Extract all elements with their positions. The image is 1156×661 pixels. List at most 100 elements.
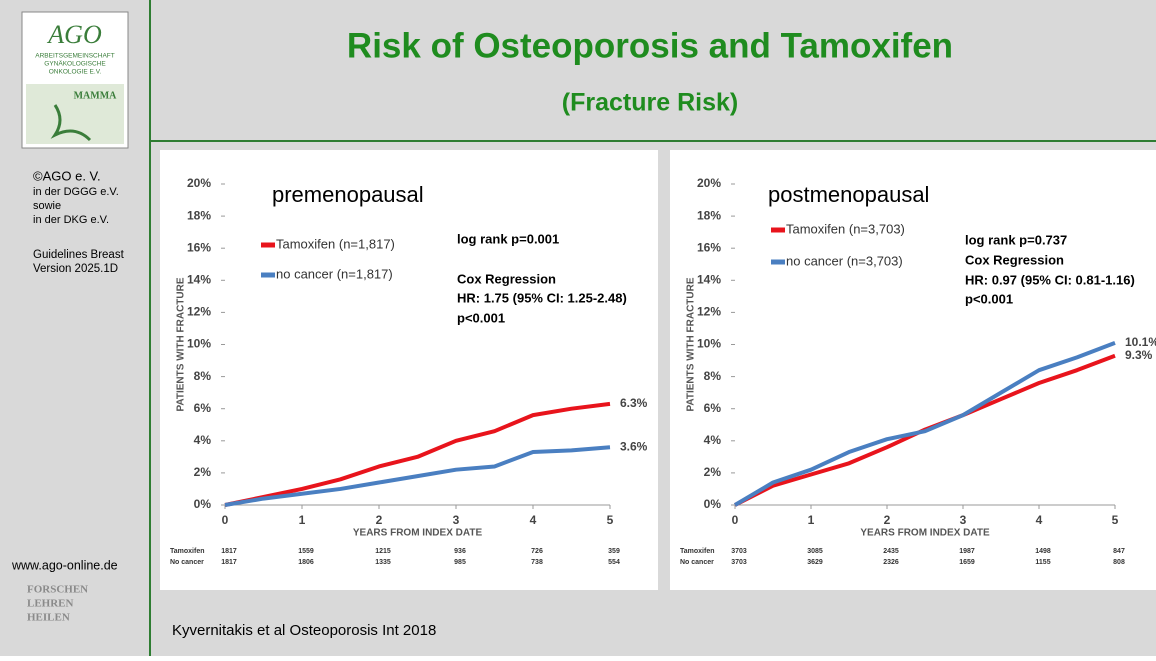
x-tick-label: 4 [530,513,537,527]
risk-count: 2435 [883,548,899,555]
x-tick-label: 2 [376,513,383,527]
legend-label: no cancer (n=1,817) [276,266,393,281]
logo: AGO ARBEITSGEMEINSCHAFT GYNÄKOLOGISCHE O… [21,11,129,149]
y-axis-label: PATIENTS WITH FRACTURE [176,277,187,411]
risk-count: 808 [1113,559,1125,566]
risk-count: 985 [454,559,466,566]
risk-row-label: Tamoxifen [680,548,715,555]
slide-title: Risk of Osteoporosis and Tamoxifen [347,26,953,65]
risk-count: 3629 [807,559,823,566]
risk-count: 1559 [298,548,314,555]
risk-count: 936 [454,548,466,555]
annotation: p<0.001 [965,291,1013,306]
risk-count: 3085 [807,548,823,555]
sidebar-url: www.ago-online.de [11,558,118,572]
x-tick-label: 2 [884,513,891,527]
chart-title: premenopausal [272,182,424,207]
annotation: HR: 0.97 (95% CI: 0.81-1.16) [965,272,1135,287]
risk-count: 2326 [883,559,899,566]
risk-count: 554 [608,559,620,566]
chart-panel [160,150,658,590]
x-tick-label: 0 [732,513,739,527]
y-tick-label: 20% [187,176,211,190]
logo-badge-bg [26,84,124,144]
annotation: Cox Regression [965,252,1064,267]
y-tick-label: 18% [697,208,721,222]
logo-name: AGO [46,20,102,49]
risk-count: 1817 [221,548,237,555]
risk-count: 1987 [959,548,975,555]
risk-count: 1806 [298,559,314,566]
y-tick-label: 4% [704,433,722,447]
risk-count: 359 [608,548,620,555]
series-line [224,445,611,507]
x-tick-label: 0 [222,513,229,527]
logo-badge: MAMMA [74,90,118,101]
x-tick-label: 3 [960,513,967,527]
logo-org: ARBEITSGEMEINSCHAFT [35,53,114,60]
series-line [733,341,1116,507]
risk-count: 3703 [731,548,747,555]
risk-count: 1215 [375,548,391,555]
legend-label: Tamoxifen (n=1,817) [276,236,395,251]
sidebar-motto: LEHREN [27,598,74,610]
x-tick-label: 1 [808,513,815,527]
risk-count: 726 [531,548,543,555]
y-tick-label: 16% [187,240,211,254]
x-axis-label: YEARS FROM INDEX DATE [353,528,483,539]
y-tick-label: 6% [194,401,212,415]
y-tick-label: 4% [194,433,212,447]
x-axis-label: YEARS FROM INDEX DATE [860,528,990,539]
risk-count: 847 [1113,548,1125,555]
risk-row-label: No cancer [170,559,204,566]
y-tick-label: 2% [194,465,212,479]
x-tick-label: 4 [1036,513,1043,527]
chart-title: postmenopausal [768,182,929,207]
risk-count: 1335 [375,559,391,566]
sidebar-guideline: Guidelines Breast [33,249,125,261]
annotation: Cox Regression [457,271,556,286]
end-label: 3.6% [620,439,648,453]
x-tick-label: 5 [607,513,614,527]
y-tick-label: 0% [704,497,722,511]
logo-org: ONKOLOGIE E.V. [49,69,102,76]
y-tick-label: 6% [704,401,722,415]
series-line [224,401,611,507]
risk-count: 3703 [731,559,747,566]
y-tick-label: 14% [187,272,211,286]
sidebar-line: in der DGGG e.V. [33,186,119,198]
annotation: log rank p=0.737 [965,232,1067,247]
x-tick-label: 1 [299,513,306,527]
end-label: 9.3% [1125,348,1153,362]
risk-row-label: Tamoxifen [170,548,205,555]
sidebar-motto: HEILEN [27,612,70,624]
risk-count: 1659 [959,559,975,566]
sidebar-guideline: Version 2025.1D [33,263,118,275]
annotation: HR: 1.75 (95% CI: 1.25-2.48) [457,290,627,305]
sidebar-motto: FORSCHEN [27,584,88,596]
y-tick-label: 12% [187,305,211,319]
y-tick-label: 20% [697,176,721,190]
legend-label: Tamoxifen (n=3,703) [786,221,905,236]
end-label: 6.3% [620,396,648,410]
slide-subtitle: (Fracture Risk) [562,89,738,117]
logo-org: GYNÄKOLOGISCHE [44,60,106,68]
risk-row-label: No cancer [680,559,714,566]
risk-count: 738 [531,559,543,566]
sidebar-line: sowie [33,200,61,212]
y-tick-label: 14% [697,272,721,286]
y-tick-label: 10% [187,337,211,351]
end-label: 10.1% [1125,335,1156,349]
risk-count: 1817 [221,559,237,566]
y-tick-label: 10% [697,337,721,351]
risk-count: 1498 [1035,548,1051,555]
y-tick-label: 2% [704,465,722,479]
citation: Kyvernitakis et al Osteoporosis Int 2018 [172,622,436,639]
logo-icon [50,104,92,142]
risk-count: 1155 [1035,559,1050,566]
y-tick-label: 16% [697,240,721,254]
annotation: log rank p=0.001 [457,231,559,246]
y-tick-label: 18% [187,208,211,222]
y-tick-label: 8% [704,369,722,383]
